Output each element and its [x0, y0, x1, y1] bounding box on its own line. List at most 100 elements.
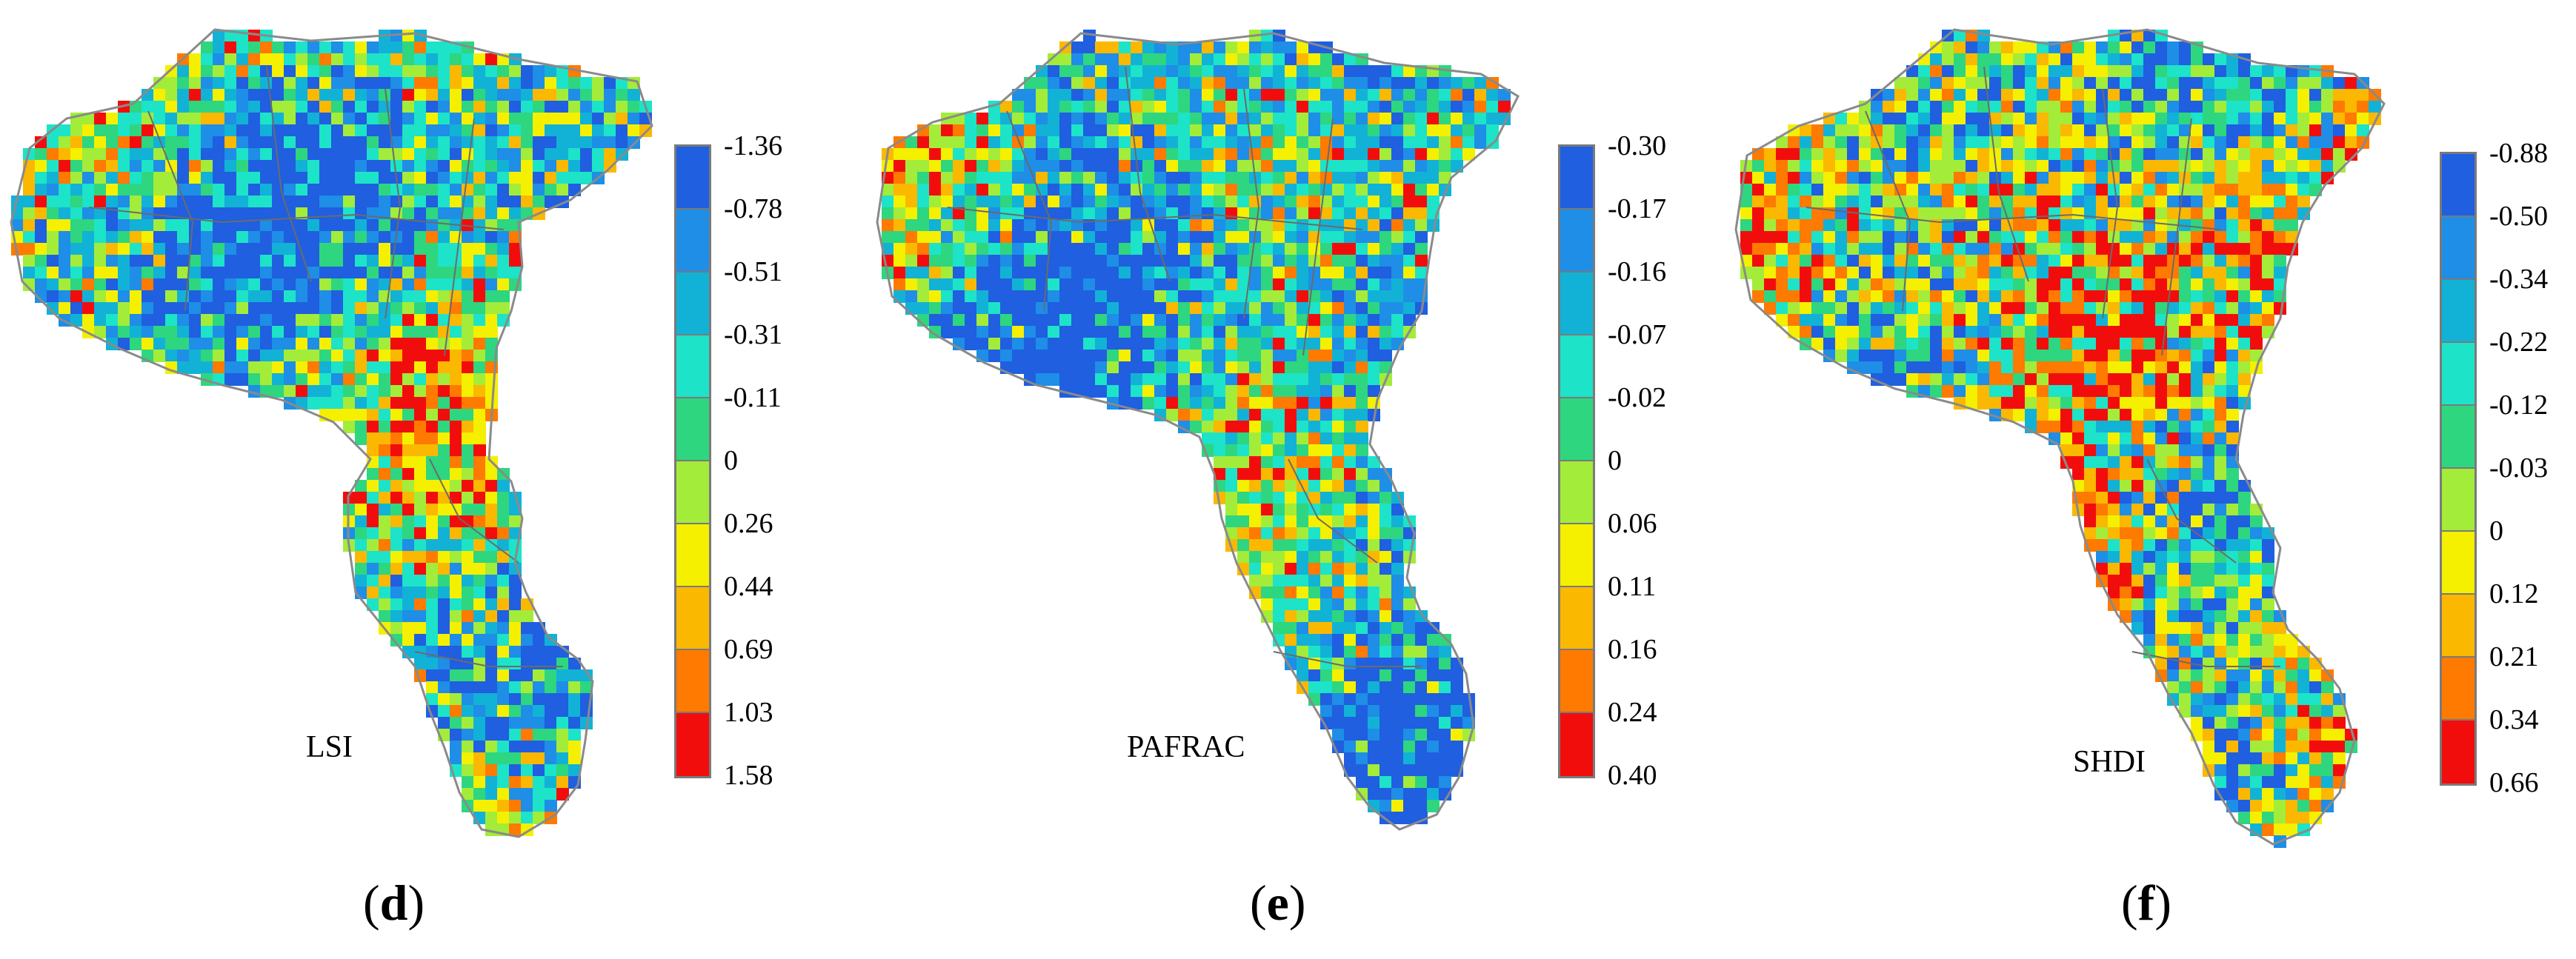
map-cell [1391, 646, 1404, 658]
map-cell [1000, 113, 1013, 125]
map-cell [1391, 267, 1404, 279]
map-cell [1273, 196, 1285, 208]
map-cell [462, 77, 474, 90]
map-cell [2214, 77, 2227, 90]
map-cell [1131, 278, 1143, 291]
map-cell [201, 255, 213, 267]
map-cell [2060, 148, 2073, 161]
map-cell [473, 326, 486, 338]
map-cell [1083, 113, 1096, 125]
map-cell [390, 124, 403, 137]
map-cell [2108, 432, 2120, 445]
map-cell [1190, 326, 1202, 338]
map-cell [1308, 515, 1321, 528]
map-cell [2203, 267, 2215, 279]
map-cell [414, 314, 427, 327]
map-cell [2131, 397, 2144, 410]
map-cell [426, 681, 439, 694]
map-cell [953, 278, 965, 291]
map-cell [1237, 385, 1250, 398]
map-cell [2025, 243, 2037, 255]
map-cell [2286, 113, 2298, 125]
map-cell [1344, 326, 1357, 338]
map-cell [1273, 267, 1285, 279]
map-cell [976, 160, 989, 173]
map-cell [1415, 741, 1428, 753]
map-cell [2120, 456, 2132, 469]
map-cell [1800, 255, 1812, 267]
map-cell [1332, 65, 1345, 78]
map-cell [1966, 326, 1978, 338]
map-cell [1415, 646, 1428, 658]
map-cell [402, 278, 415, 291]
map-cell [1261, 148, 1274, 161]
map-cell [248, 219, 261, 232]
map-cell [2096, 231, 2109, 244]
map-cell [307, 136, 320, 149]
map-cell [1344, 622, 1357, 635]
map-cell [248, 290, 261, 303]
map-cell [2013, 350, 2026, 362]
map-cell [1368, 101, 1380, 113]
map-cell [473, 385, 486, 398]
map-cell [260, 113, 273, 125]
legend-tick-label: -0.30 [1608, 130, 1667, 161]
map-cell [2143, 314, 2156, 327]
map-cell [1883, 136, 1895, 149]
map-cell [414, 480, 427, 492]
map-cell [189, 148, 202, 161]
map-cell [2060, 373, 2073, 386]
map-cell [367, 267, 379, 279]
map-cell [2357, 124, 2369, 137]
map-cell [438, 184, 450, 196]
map-cell [2214, 504, 2227, 516]
map-cell [1391, 539, 1404, 552]
map-cell [224, 302, 237, 315]
map-cell [248, 302, 261, 315]
map-cell [2155, 527, 2168, 540]
map-cell [1403, 812, 1416, 824]
map-cell [521, 160, 533, 173]
map-cell [1178, 160, 1191, 173]
map-cell [2143, 338, 2156, 350]
map-cell [1107, 207, 1119, 220]
map-cell [2203, 492, 2215, 504]
map-cell [367, 314, 379, 327]
map-cell [462, 480, 474, 492]
map-cell [1800, 172, 1812, 184]
map-cell [1989, 136, 2002, 149]
map-cell [545, 705, 557, 718]
map-cell [1178, 385, 1191, 398]
map-cell [1202, 136, 1214, 149]
map-cell [23, 255, 36, 267]
map-cell [153, 207, 166, 220]
map-cell [1059, 160, 1072, 173]
map-cell [153, 290, 166, 303]
map-cell [1439, 172, 1451, 184]
map-cell [509, 101, 522, 113]
map-cell [2226, 255, 2239, 267]
map-cell [1012, 338, 1025, 350]
map-cell [2120, 101, 2132, 113]
map-cell [1119, 361, 1131, 374]
map-cell [1332, 124, 1345, 137]
map-cell [2179, 527, 2191, 540]
map-cell [2179, 207, 2191, 220]
map-cell [556, 160, 569, 173]
map-cell [23, 207, 36, 220]
map-cell [2049, 101, 2061, 113]
district-line [1125, 66, 1171, 282]
map-cell [1048, 290, 1060, 303]
map-cell [893, 267, 906, 279]
map-cell [1906, 361, 1919, 374]
map-cell [414, 172, 427, 184]
map-cell [1439, 77, 1451, 90]
map-cell [2013, 207, 2026, 220]
map-cell [2214, 350, 2227, 362]
map-cell [485, 243, 498, 255]
map-cell [450, 207, 462, 220]
map-cell [1308, 53, 1321, 66]
map-cell [2297, 184, 2310, 196]
map-cell [35, 196, 47, 208]
map-cell [118, 243, 130, 255]
